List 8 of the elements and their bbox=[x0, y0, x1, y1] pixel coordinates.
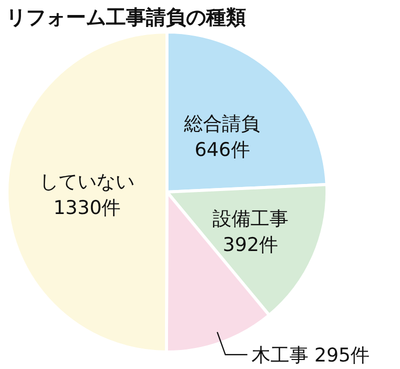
chart-title: リフォーム工事請負の種類 bbox=[6, 5, 246, 29]
data-label: 646件 bbox=[194, 139, 250, 162]
slice-label: 木工事 295件 bbox=[251, 344, 370, 367]
data-label: 1330件 bbox=[53, 196, 121, 219]
slice-label: していない bbox=[40, 170, 134, 193]
slice-label: 設備工事 bbox=[212, 208, 288, 230]
slice-label: 総合請負 bbox=[183, 113, 260, 136]
data-label: 392件 bbox=[222, 234, 278, 256]
